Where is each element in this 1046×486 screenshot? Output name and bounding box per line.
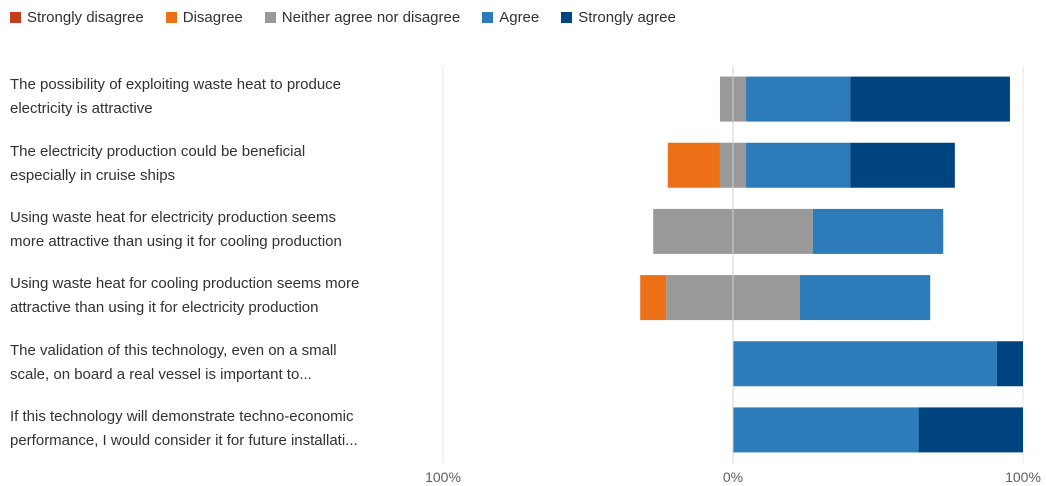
legend-swatch-agree	[482, 11, 494, 23]
bar-strongly-agree-row-2	[850, 142, 955, 188]
category-label-2-line-1: The electricity production could be bene…	[10, 143, 306, 160]
category-label-4: Using waste heat for cooling production …	[10, 272, 410, 320]
bar-agree-row-4	[799, 275, 931, 321]
legend-label-neither: Neither agree nor disagree	[281, 8, 461, 26]
category-label-6: If this technology will demonstrate tech…	[10, 405, 410, 453]
category-label-6-line-1: If this technology will demonstrate tech…	[10, 408, 354, 425]
bar-strongly-agree-row-1	[850, 76, 1010, 122]
category-label-1: The possibility of exploiting waste heat…	[10, 73, 410, 121]
category-label-3-line-1: Using waste heat for electricity product…	[10, 209, 336, 226]
category-label-1-line-2: electricity is attractive	[10, 100, 153, 117]
category-label-5: The validation of this technology, even …	[10, 339, 410, 387]
chart-legend: Strongly disagree Disagree Neither agree…	[10, 6, 698, 28]
x-tick-label-1: 100%	[425, 469, 461, 485]
category-label-4-line-2: attractive than using it for electricity…	[10, 299, 319, 316]
category-label-5-line-2: scale, on board a real vessel is importa…	[10, 366, 312, 383]
legend-label-strongly-agree: Strongly agree	[578, 8, 676, 26]
bar-agree-row-2	[746, 142, 851, 188]
legend-item-agree[interactable]: Agree	[482, 9, 539, 26]
category-label-2-line-2: especially in cruise ships	[10, 167, 176, 184]
legend-swatch-disagree	[165, 11, 177, 23]
legend-item-neither[interactable]: Neither agree nor disagree	[264, 8, 461, 26]
bar-disagree-row-2	[667, 142, 720, 188]
legend-swatch-neither	[264, 11, 276, 23]
bar-agree-row-3	[812, 208, 944, 254]
bar-agree-row-5	[733, 341, 997, 387]
legend-item-disagree[interactable]: Disagree	[165, 8, 243, 26]
bar-strongly-agree-row-6	[918, 407, 1023, 453]
category-label-4-line-1: Using waste heat for cooling production …	[10, 275, 360, 292]
category-label-6-line-2: performance, I would consider it for fut…	[10, 432, 358, 449]
category-label-2: The electricity production could be bene…	[10, 140, 410, 188]
x-tick-label-2: 0%	[723, 469, 743, 485]
legend-item-strongly-agree[interactable]: Strongly agree	[561, 9, 676, 26]
bar-disagree-row-4	[640, 275, 667, 321]
legend-item-strongly-disagree[interactable]: Strongly disagree	[10, 9, 144, 26]
bar-agree-row-1	[746, 76, 851, 122]
legend-label-disagree: Disagree	[182, 8, 243, 26]
legend-label-strongly-disagree: Strongly disagree	[27, 8, 144, 26]
x-tick-label-3: 100%	[1005, 469, 1041, 485]
category-label-3: Using waste heat for electricity product…	[10, 206, 410, 254]
bar-strongly-agree-row-5	[996, 341, 1023, 387]
category-label-5-line-1: The validation of this technology, even …	[10, 342, 337, 359]
legend-swatch-strongly-disagree	[10, 11, 21, 23]
category-label-1-line-1: The possibility of exploiting waste heat…	[10, 76, 342, 93]
legend-label-agree: Agree	[499, 8, 540, 26]
bar-agree-row-6	[733, 407, 919, 453]
category-label-3-line-2: more attractive than using it for coolin…	[10, 233, 342, 250]
legend-swatch-strongly-agree	[561, 11, 573, 23]
